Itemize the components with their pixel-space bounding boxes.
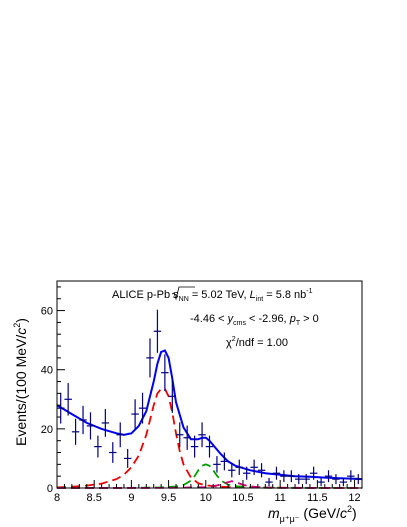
y-tick-label: 60 xyxy=(41,306,53,318)
x-axis-title: mμ⁺μ⁻ (GeV/c2) xyxy=(268,504,357,524)
data-point xyxy=(109,442,117,463)
annotation-line-3: χ2/ndf = 1.00 xyxy=(226,336,288,349)
data-point xyxy=(295,474,303,485)
series-upsilon-2s xyxy=(56,463,363,489)
y-tick-label: 40 xyxy=(41,365,53,377)
data-point xyxy=(354,474,362,485)
data-point xyxy=(228,463,236,478)
data-point xyxy=(302,474,310,485)
y-axis-title: Events/(100 MeV/c2) xyxy=(12,318,29,446)
x-tick-label: 8 xyxy=(54,492,60,504)
data-point xyxy=(242,466,251,480)
data-point xyxy=(198,422,206,448)
data-point xyxy=(116,422,124,448)
data-point xyxy=(146,338,154,378)
data-point xyxy=(101,409,110,437)
data-point xyxy=(205,435,214,458)
data-points xyxy=(57,309,362,487)
x-axis: 8 8.5 9 9.5 10 10.5 11 11.5 12 xyxy=(54,480,363,504)
x-tick-label: 12 xyxy=(348,492,360,504)
annotation-line-2: -4.46 < ycms < -2.96, pT > 0 xyxy=(190,313,319,327)
x-tick-label: 11.5 xyxy=(307,492,328,504)
y-axis: 0 20 40 60 xyxy=(41,286,65,495)
data-point xyxy=(71,418,80,445)
data-point xyxy=(57,392,65,424)
data-point xyxy=(339,477,348,487)
data-point xyxy=(332,474,340,485)
data-point xyxy=(138,392,147,424)
y-tick-label: 0 xyxy=(47,483,53,495)
data-point xyxy=(220,452,229,471)
x-tick-label: 8.5 xyxy=(87,492,102,504)
data-point xyxy=(153,309,162,353)
data-point xyxy=(168,379,177,413)
sqrt-sign xyxy=(171,286,195,301)
data-point xyxy=(309,466,318,480)
data-point xyxy=(324,470,333,483)
data-point xyxy=(235,459,243,475)
data-point xyxy=(131,399,139,429)
data-point xyxy=(64,383,72,416)
data-point xyxy=(161,354,169,392)
data-point xyxy=(250,459,258,475)
y-tick-label: 20 xyxy=(41,424,53,436)
data-point xyxy=(176,422,184,448)
data-point xyxy=(79,405,87,435)
data-point xyxy=(347,470,355,483)
data-point xyxy=(94,435,102,458)
data-point xyxy=(265,477,273,487)
data-point xyxy=(287,470,296,483)
x-tick-label: 9.5 xyxy=(161,492,176,504)
series-total-fit xyxy=(56,349,363,481)
data-point xyxy=(280,470,288,483)
data-point xyxy=(213,456,221,473)
data-point xyxy=(317,477,325,487)
annotation-line-1: ALICE p-Pb sNN = 5.02 TeV, Lint = 5.8 nb… xyxy=(112,288,313,303)
x-tick-label: 10.5 xyxy=(232,492,253,504)
data-point xyxy=(183,425,191,450)
data-point xyxy=(123,448,132,468)
data-point xyxy=(272,466,281,480)
data-point xyxy=(86,412,95,440)
data-point xyxy=(257,463,266,478)
plot-frame xyxy=(56,280,363,489)
x-tick-label: 10 xyxy=(200,492,212,504)
x-tick-label: 11 xyxy=(274,492,285,504)
x-tick-label: 9 xyxy=(128,492,134,504)
data-point xyxy=(190,435,199,458)
